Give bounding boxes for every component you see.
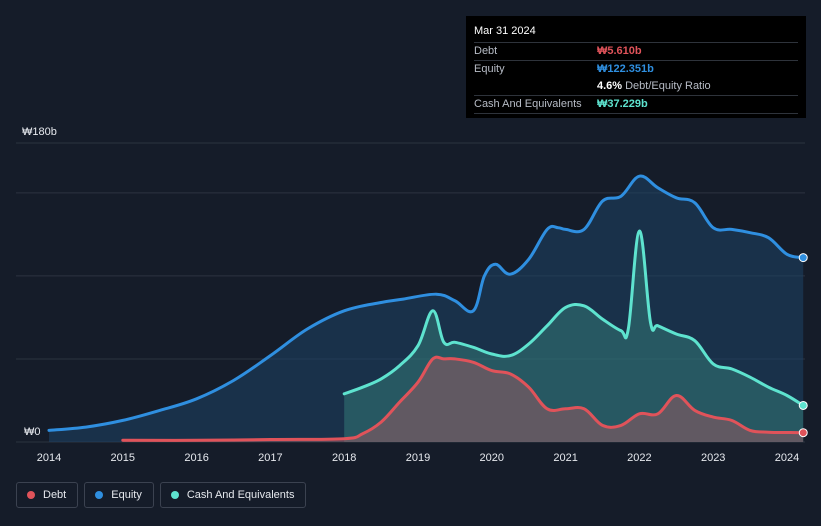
tooltip-cash-label: Cash And Equivalents bbox=[474, 98, 582, 110]
tooltip-cash-row: Cash And Equivalents ₩37.229b bbox=[474, 95, 798, 114]
x-axis-ticks: 2014 2015 2016 2017 2018 2019 2020 2021 2022 2023… bbox=[37, 452, 799, 464]
tooltip-cash-value: ₩37.229b bbox=[597, 98, 648, 110]
cash-dot-icon bbox=[170, 491, 179, 499]
y-axis-top-label: ₩180b bbox=[22, 126, 57, 138]
x-tick-2016: 2016 bbox=[184, 452, 208, 464]
chart-end-markers bbox=[798, 253, 808, 438]
tooltip-equity-label: Equity bbox=[474, 63, 505, 75]
chart-areas bbox=[49, 176, 804, 442]
cash-line bbox=[342, 229, 805, 407]
x-tick-2020: 2020 bbox=[480, 452, 504, 464]
x-tick-2014: 2014 bbox=[37, 452, 61, 464]
tooltip-date: Mar 31 2024 bbox=[474, 25, 536, 37]
y-axis-bottom-label: ₩0 bbox=[24, 426, 41, 438]
legend-debt-label: Debt bbox=[43, 489, 67, 501]
chart-lines bbox=[47, 174, 805, 442]
cash-end-marker bbox=[798, 400, 808, 410]
legend-item-equity[interactable]: Equity bbox=[84, 482, 154, 508]
x-tick-2017: 2017 bbox=[258, 452, 282, 464]
tooltip-ratio-value: 4.6% bbox=[597, 80, 623, 92]
x-tick-2018: 2018 bbox=[332, 452, 356, 464]
tooltip-debt-row: Debt ₩5.610b bbox=[474, 42, 798, 60]
x-tick-2022: 2022 bbox=[627, 452, 651, 464]
legend-equity-label: Equity bbox=[111, 489, 142, 501]
debt-line bbox=[121, 355, 805, 442]
x-tick-2021: 2021 bbox=[553, 452, 577, 464]
legend-item-debt[interactable]: Debt bbox=[16, 482, 79, 508]
x-tick-2015: 2015 bbox=[111, 452, 135, 464]
debt-dot-icon bbox=[27, 491, 35, 499]
x-tick-2023: 2023 bbox=[701, 452, 725, 464]
equity-area bbox=[49, 176, 804, 442]
chart-legend: Debt Equity Cash And Equivalents bbox=[16, 482, 307, 508]
tooltip-equity-row: Equity ₩122.351b bbox=[474, 60, 798, 78]
debt-end-marker bbox=[798, 428, 808, 438]
equity-end-marker bbox=[798, 253, 808, 263]
tooltip-ratio-label: Debt/Equity Ratio bbox=[625, 80, 711, 92]
tooltip-debt-value: ₩5.610b bbox=[597, 45, 642, 57]
equity-line bbox=[47, 174, 805, 432]
equity-dot-icon bbox=[95, 491, 104, 499]
legend-item-cash[interactable]: Cash And Equivalents bbox=[159, 482, 307, 508]
x-tick-2019: 2019 bbox=[406, 452, 430, 464]
tooltip-panel: Mar 31 2024 Debt ₩5.610b Equity ₩122.351… bbox=[466, 16, 806, 118]
tooltip-ratio-row: 4.6% Debt/Equity Ratio bbox=[474, 78, 798, 95]
tooltip-debt-label: Debt bbox=[474, 45, 498, 57]
debt-area bbox=[122, 357, 804, 442]
x-tick-2024: 2024 bbox=[775, 452, 799, 464]
tooltip-equity-value: ₩122.351b bbox=[597, 63, 654, 75]
legend-cash-label: Cash And Equivalents bbox=[186, 489, 295, 501]
